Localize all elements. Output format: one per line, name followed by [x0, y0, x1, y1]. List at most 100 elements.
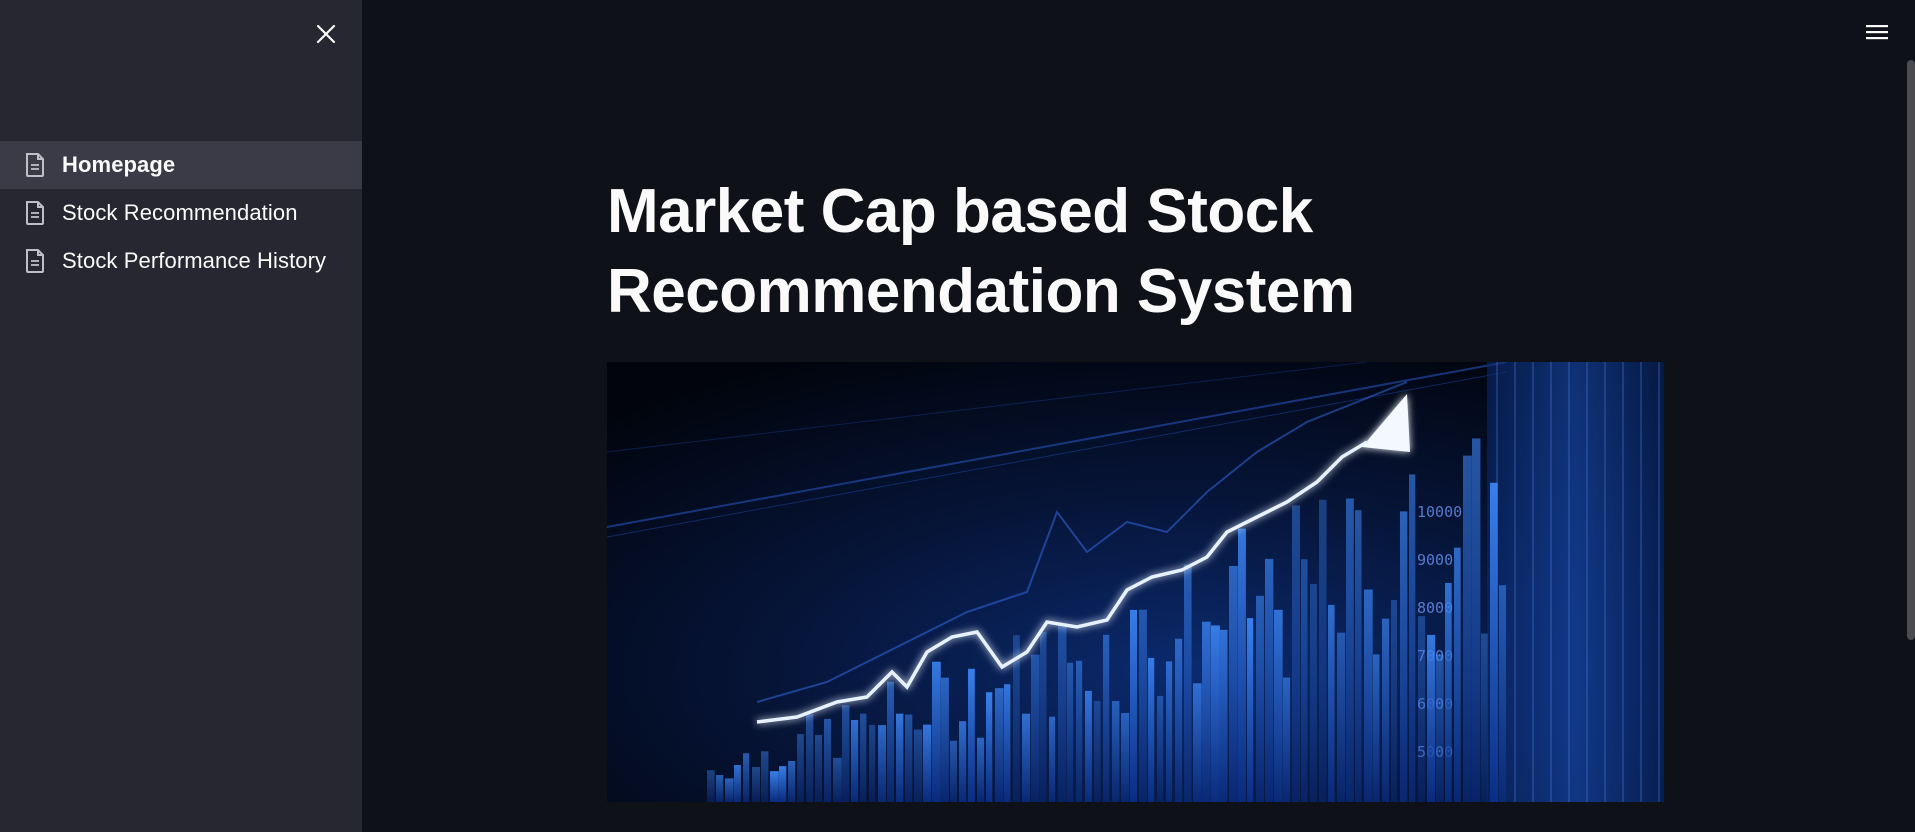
decorative-bar — [1013, 635, 1020, 802]
decorative-bar — [1094, 700, 1101, 802]
decorative-bar — [1220, 629, 1228, 802]
decorative-bar — [716, 775, 724, 802]
decorative-bar — [1382, 618, 1390, 802]
decorative-bar — [1067, 662, 1074, 802]
decorative-bar — [1085, 690, 1092, 802]
sidebar: Homepage Stock Recommendation — [0, 0, 362, 832]
decorative-bar — [1400, 511, 1408, 802]
decorative-bar — [1157, 695, 1164, 802]
decorative-bar — [1247, 618, 1254, 802]
decorative-bar — [1229, 565, 1238, 802]
decorative-bar — [959, 721, 967, 802]
main-content: Market Cap based Stock Recommendation Sy… — [362, 0, 1915, 832]
decorative-bar — [1256, 595, 1264, 802]
sidebar-nav: Homepage Stock Recommendation — [0, 141, 362, 285]
sidebar-item-label: Homepage — [62, 152, 176, 177]
decorative-bar — [1004, 684, 1011, 802]
decorative-bar — [1031, 654, 1040, 802]
decorative-bar — [842, 705, 850, 802]
decorative-bar — [1292, 505, 1300, 802]
decorative-bar — [1310, 583, 1317, 802]
decorative-bar — [1436, 654, 1444, 802]
decorative-bar — [788, 761, 796, 802]
decorative-bar — [743, 753, 750, 802]
decorative-bar — [779, 766, 787, 802]
decorative-bar — [968, 668, 975, 802]
decorative-bar — [941, 677, 949, 802]
sidebar-item-stock-performance-history[interactable]: Stock Performance History — [0, 237, 362, 285]
decorative-bar — [950, 740, 957, 802]
decorative-bar — [1193, 683, 1202, 802]
decorative-bar — [1427, 634, 1436, 802]
sidebar-item-homepage[interactable]: Homepage — [0, 141, 362, 189]
decorative-bar — [1202, 621, 1211, 802]
decorative-bar — [1373, 654, 1380, 802]
decorative-bar — [1184, 564, 1192, 802]
hamburger-menu-icon — [1866, 25, 1888, 40]
decorative-bar — [1022, 713, 1031, 802]
decorative-bar — [1139, 609, 1147, 802]
decorative-bar — [1040, 631, 1047, 802]
decorative-bar — [1337, 632, 1346, 802]
decorative-bar — [878, 725, 887, 802]
decorative-bar — [1238, 528, 1246, 802]
decorative-bar — [1112, 701, 1120, 802]
hero-tick-label: 9000 — [1417, 551, 1453, 569]
decorative-bar — [1445, 582, 1452, 802]
decorative-bar — [833, 757, 842, 802]
decorative-bar — [851, 720, 859, 802]
decorative-bar — [824, 718, 832, 802]
decorative-bar — [1166, 661, 1173, 802]
close-sidebar-button[interactable] — [310, 18, 342, 50]
decorative-bar — [725, 778, 734, 802]
decorative-bar — [1103, 634, 1110, 802]
scrollbar[interactable] — [1907, 60, 1915, 640]
hero-tick-label: 8000 — [1417, 599, 1453, 617]
decorative-bar — [797, 734, 804, 802]
decorative-bar — [1283, 677, 1291, 802]
decorative-bar — [914, 729, 923, 802]
document-icon — [24, 152, 46, 178]
decorative-bar — [1454, 547, 1461, 802]
main-menu-button[interactable] — [1861, 16, 1893, 48]
decorative-bar — [707, 770, 715, 802]
decorative-bar — [923, 724, 932, 802]
decorative-bar — [752, 767, 761, 802]
decorative-bar — [887, 681, 894, 802]
decorative-bar — [1499, 585, 1507, 802]
document-icon — [24, 200, 46, 226]
decorative-bar — [1472, 438, 1481, 802]
page-title: Market Cap based Stock Recommendation Sy… — [607, 177, 1355, 326]
document-icon — [24, 248, 46, 274]
decorative-bar — [977, 737, 985, 802]
decorative-bar — [770, 771, 779, 802]
decorative-bar — [1364, 589, 1373, 802]
decorative-bar — [815, 734, 822, 802]
decorative-bar — [1391, 599, 1398, 802]
sidebar-item-label: Stock Recommendation — [62, 200, 298, 225]
decorative-bar — [1274, 609, 1283, 802]
close-icon — [316, 24, 336, 44]
decorative-bar — [1463, 455, 1472, 802]
decorative-bar — [1058, 624, 1067, 802]
decorative-bar — [1409, 474, 1416, 802]
decorative-bar — [1418, 616, 1426, 802]
decorative-bar — [1355, 510, 1362, 802]
decorative-bar — [1319, 499, 1327, 802]
decorative-bar — [905, 714, 913, 802]
decorative-bar — [869, 724, 876, 802]
decorative-bar — [1346, 498, 1354, 802]
sidebar-item-stock-recommendation[interactable]: Stock Recommendation — [0, 189, 362, 237]
decorative-bar — [1076, 660, 1083, 802]
decorative-bar — [1328, 604, 1335, 802]
decorative-bar — [1265, 558, 1274, 802]
decorative-bar — [734, 765, 741, 802]
decorative-bar — [1130, 609, 1138, 802]
decorative-bar — [1211, 625, 1220, 802]
decorative-bar — [1490, 482, 1498, 802]
decorative-bar — [932, 661, 941, 802]
decorative-bar — [1148, 657, 1155, 802]
decorative-bar — [986, 692, 993, 802]
decorative-bar — [860, 713, 867, 802]
